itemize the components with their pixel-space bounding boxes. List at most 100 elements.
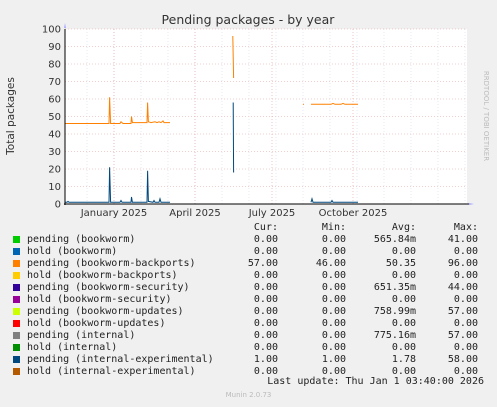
y-tick-label: 90 [48,42,61,53]
x-axis-arrow [469,203,474,205]
legend-cur: 0.00 [253,330,278,341]
series-line-pending-internal-experimental [65,167,170,203]
legend-swatch [13,368,20,375]
legend-label: hold (internal) [27,342,118,353]
legend-row: hold (bookworm) 0.00 0.00 0.00 0.00 [0,246,497,258]
legend-row: pending (bookworm-backports) 57.00 46.00 50… [0,258,497,270]
legend-min: 0.00 [321,318,346,329]
legend-cur: 1.00 [253,354,278,365]
y-tick-label: 40 [48,130,61,141]
legend-avg: 0.00 [391,342,416,353]
legend-row: hold (internal-experimental) 0.00 0.00 0.00… [0,366,497,378]
y-tick-label: 0 [55,200,61,211]
grid-lines [65,28,467,204]
legend-max: 96.00 [447,258,478,269]
legend-cur: 0.00 [253,294,278,305]
legend-max: 44.00 [447,282,478,293]
legend-max: 57.00 [447,306,478,317]
legend-avg: 775.16m [373,330,416,341]
legend-row: pending (bookworm-updates) 0.00 0.00 758.99… [0,306,497,318]
y-tick-label: 50 [48,112,61,123]
legend-min: 1.00 [321,354,346,365]
legend-label: hold (bookworm-updates) [27,318,166,329]
legend-avg: 651.35m [373,282,416,293]
legend-max: 0.00 [453,294,478,305]
rrdtool-watermark: RRDTOOL / TOBI OETIKER [482,71,490,161]
legend-label: pending (bookworm-updates) [27,306,184,317]
y-tick-label: 20 [48,165,61,176]
legend-swatch [13,344,20,351]
series-line-pending-bookworm-backports [232,35,235,79]
legend-cur: 0.00 [253,270,278,281]
last-update: Last update: Thu Jan 1 03:40:00 2026 [267,376,484,387]
legend-avg: 758.99m [373,306,416,317]
legend-max: 58.00 [447,354,478,365]
y-tick-label: 100 [42,25,61,36]
legend-label: hold (bookworm-security) [27,294,172,305]
legend-avg: 0.00 [391,366,416,377]
y-tick-labels: 0 10 20 30 40 50 60 70 80 90 100 [42,25,61,211]
legend-row: hold (bookworm-backports) 0.00 0.00 0.00 0.0… [0,270,497,282]
legend-avg: 0.00 [391,318,416,329]
legend-min: 0.00 [321,294,346,305]
y-axis-label: Total packages [5,77,17,156]
legend-min: 0.00 [321,330,346,341]
legend-label: pending (bookworm-security) [27,282,190,293]
legend-cur: 0.00 [253,246,278,257]
legend-avg: 50.35 [385,258,416,269]
legend-cur: 57.00 [247,258,278,269]
legend-swatch [13,332,20,339]
legend-label: pending (bookworm-backports) [27,258,196,269]
x-tick-label: October 2025 [319,208,388,219]
legend-max: 0.00 [453,318,478,329]
legend-min: 0.00 [321,342,346,353]
legend-label: hold (bookworm-backports) [27,270,178,281]
legend-swatch [13,284,20,291]
y-tick-label: 80 [48,60,61,71]
legend-swatch [13,236,20,243]
legend-swatch [13,248,20,255]
legend-min: 0.00 [321,366,346,377]
munin-version: Munin 2.0.73 [225,391,272,399]
legend-swatch [13,320,20,327]
x-tick-label: July 2025 [248,208,296,219]
legend-row: hold (bookworm-security) 0.00 0.00 0.00 0.00 [0,294,497,306]
header-min: Min: [321,222,346,233]
legend-avg: 0.00 [391,294,416,305]
legend-max: 0.00 [453,270,478,281]
legend-row: pending (internal-experimental) 1.00 1.00 1… [0,354,497,366]
legend-label: hold (bookworm) [27,246,118,257]
legend-avg: 565.84m [373,234,416,245]
legend-label: pending (bookworm) [27,234,136,245]
legend-min: 0.00 [321,246,346,257]
legend-cur: 0.00 [253,366,278,377]
series-line-pending-bookworm-backports [311,102,358,105]
header-avg: Avg: [391,222,416,233]
legend-swatch [13,296,20,303]
series-line-pending-bookworm-backports [65,97,170,124]
legend-swatch [13,272,20,279]
legend-cur: 0.00 [253,342,278,353]
header-max: Max: [453,222,478,233]
legend-max: 41.00 [447,234,478,245]
legend-min: 0.00 [321,282,346,293]
legend-max: 0.00 [453,246,478,257]
legend-label: pending (internal) [27,330,136,341]
series-line-pending-internal-experimental [310,196,358,203]
chart-area: 0 10 20 30 40 50 60 70 80 90 100 January 2025 April… [5,12,490,219]
header-cur: Cur: [253,222,278,233]
y-axis-arrow [64,23,66,28]
legend-min: 46.00 [315,258,346,269]
x-tick-labels: January 2025 April 2025 July 2025 October 2… [80,208,388,219]
x-tick-label: January 2025 [80,208,148,219]
legend-max: 0.00 [453,342,478,353]
legend-min: 0.00 [321,234,346,245]
legend-header-row: Cur: Min: Avg: Max: [0,222,497,234]
legend-row: pending (internal) 0.00 0.00 775.16m 57.00 [0,330,497,342]
legend-swatch [13,308,20,315]
legend-avg: 0.00 [391,246,416,257]
legend-label: hold (internal-experimental) [27,366,196,377]
legend-row: pending (bookworm) 0.00 0.00 565.84m 41.00 [0,234,497,246]
legend-cur: 0.00 [253,306,278,317]
x-tick-label: April 2025 [169,208,220,219]
